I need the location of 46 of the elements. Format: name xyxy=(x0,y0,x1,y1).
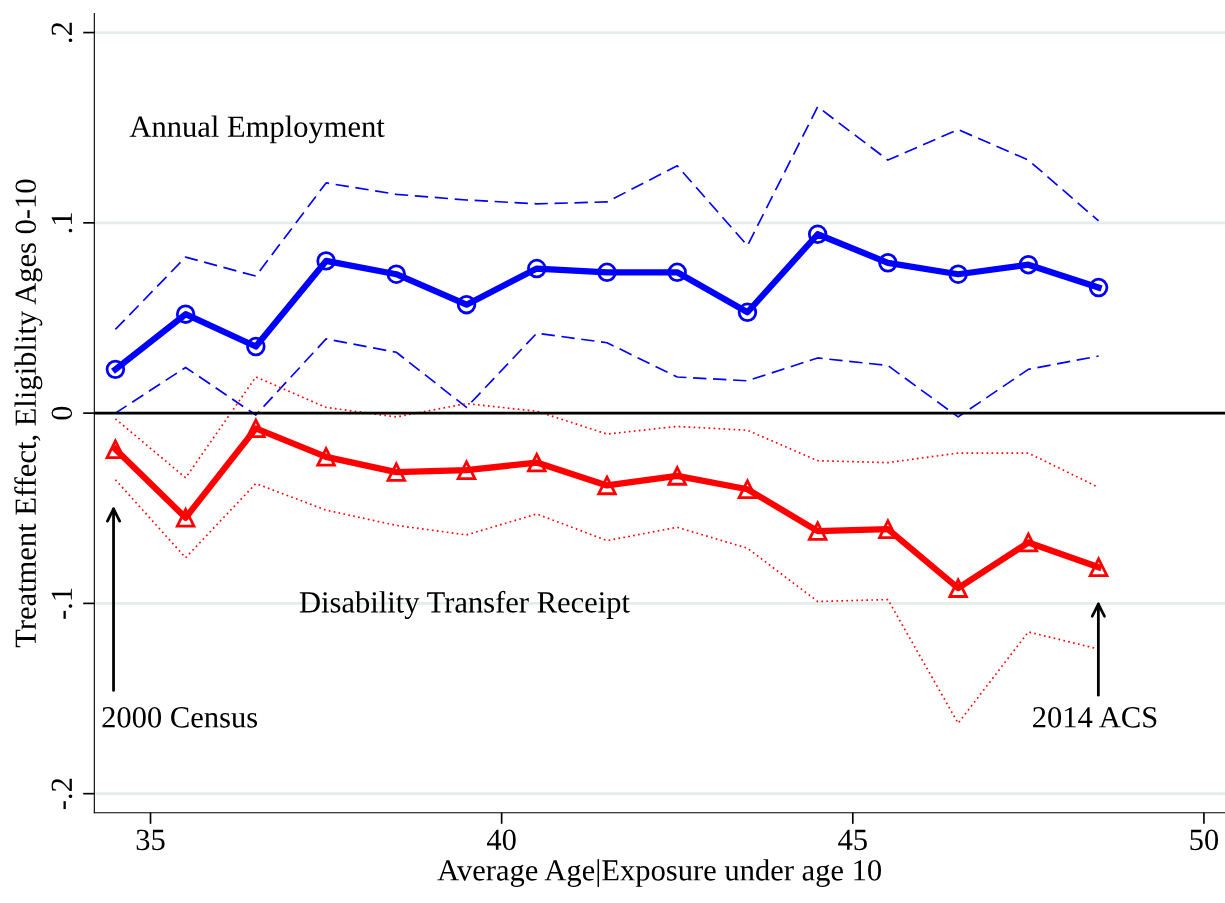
point xyxy=(737,302,758,322)
point xyxy=(316,447,336,467)
y-tick-label: .2 xyxy=(51,22,73,43)
point xyxy=(456,460,477,480)
point xyxy=(527,452,547,473)
point xyxy=(105,439,126,459)
point xyxy=(246,336,266,357)
point xyxy=(1018,532,1039,553)
point xyxy=(175,508,196,528)
point xyxy=(667,262,687,283)
y-axis-title: Treatment Effect, Eligiblity Ages 0-10 xyxy=(14,179,43,648)
point xyxy=(175,304,196,324)
point xyxy=(597,262,617,283)
y-tick-label: 0 xyxy=(51,406,73,420)
point xyxy=(807,224,828,244)
point xyxy=(246,418,266,439)
x-axis-title: Average Age|Exposure under age 10 xyxy=(437,859,882,887)
point xyxy=(667,466,687,486)
y-tick-label: .1 xyxy=(51,213,73,233)
y-tick-label: -.1 xyxy=(51,588,73,619)
point xyxy=(948,264,968,284)
point xyxy=(1088,277,1109,298)
point xyxy=(105,359,126,380)
point xyxy=(527,258,547,279)
point xyxy=(316,251,336,271)
point xyxy=(456,294,477,315)
point xyxy=(807,521,828,541)
point xyxy=(597,475,617,496)
y-tick-label: -.2 xyxy=(51,778,73,810)
x-tick-label: 50 xyxy=(1190,829,1219,851)
point xyxy=(878,253,898,273)
x-tick-label: 45 xyxy=(838,829,867,851)
line-series xyxy=(114,105,1100,331)
point xyxy=(386,462,407,482)
point xyxy=(948,578,968,598)
x-tick-label: 35 xyxy=(136,829,165,851)
point xyxy=(1018,254,1039,275)
annotation: Annual Employment xyxy=(129,115,385,144)
point xyxy=(737,477,758,499)
point xyxy=(1088,555,1110,577)
point xyxy=(386,264,407,284)
annotation: 2000 Census xyxy=(102,707,258,728)
x-tick-label: 40 xyxy=(486,829,516,851)
annotation: Disability Transfer Receipt xyxy=(299,590,630,619)
point xyxy=(878,519,898,539)
annotation: 2014 ACS xyxy=(1033,707,1157,728)
